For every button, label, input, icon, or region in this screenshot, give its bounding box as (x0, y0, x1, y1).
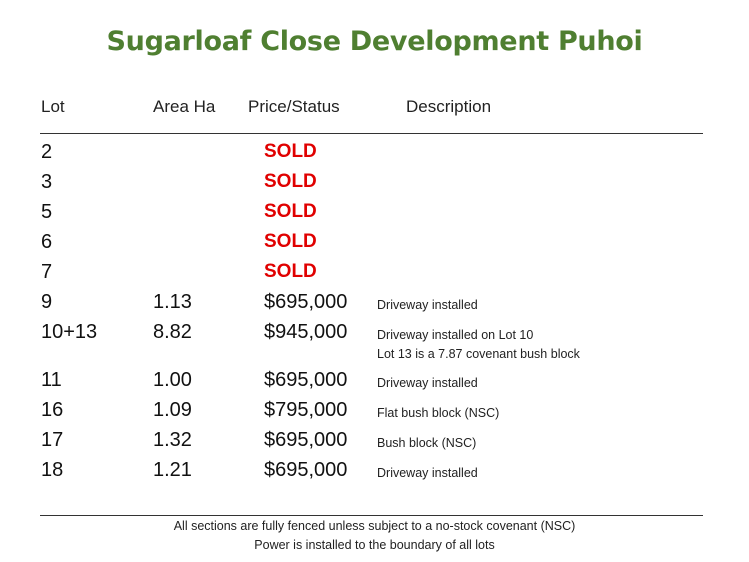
lot-price: $695,000 (264, 369, 348, 391)
lot-number: 6 (41, 231, 53, 253)
lot-status-sold: SOLD (264, 261, 317, 282)
lot-price: $695,000 (264, 429, 348, 451)
lot-number: 16 (41, 399, 64, 421)
footer-note-power: Power is installed to the boundary of al… (254, 538, 495, 552)
footer-note-fencing: All sections are fully fenced unless sub… (173, 519, 576, 533)
lot-price: $945,000 (264, 321, 348, 343)
lot-description: Bush block (NSC) (377, 436, 477, 450)
lot-status-sold: SOLD (264, 171, 317, 192)
lot-description: Flat bush block (NSC) (377, 406, 500, 420)
header-lot: Lot (41, 97, 65, 116)
lot-number: 5 (41, 201, 53, 223)
lot-area: 1.32 (153, 429, 192, 451)
header-area: Area Ha (153, 97, 216, 116)
lot-status-sold: SOLD (264, 201, 317, 222)
lot-price: $695,000 (264, 459, 348, 481)
lot-description: Driveway installed (377, 466, 478, 480)
lot-price: $695,000 (264, 291, 348, 313)
lot-area: 1.13 (153, 291, 192, 313)
lot-number: 10+13 (41, 321, 98, 343)
lot-number: 18 (41, 459, 64, 481)
lot-number: 17 (41, 429, 64, 451)
lot-number: 7 (41, 261, 53, 283)
page-title: Sugarloaf Close Development Puhoi (106, 26, 643, 57)
lot-description: Driveway installed on Lot 10 (377, 328, 534, 342)
header-divider (40, 133, 703, 134)
lot-area: 1.09 (153, 399, 192, 421)
lot-description: Driveway installed (377, 298, 478, 312)
lot-number: 2 (41, 141, 53, 163)
lot-description-extra: Lot 13 is a 7.87 covenant bush block (377, 347, 580, 361)
lot-area: 1.00 (153, 369, 192, 391)
lot-status-sold: SOLD (264, 231, 317, 252)
lot-number: 9 (41, 291, 53, 313)
lot-area: 1.21 (153, 459, 192, 481)
header-price-status: Price/Status (248, 97, 340, 116)
lot-price: $795,000 (264, 399, 348, 421)
lot-number: 3 (41, 171, 53, 193)
lot-description: Driveway installed (377, 376, 478, 390)
lot-status-sold: SOLD (264, 141, 317, 162)
header-description: Description (406, 97, 492, 116)
lot-number: 11 (41, 369, 62, 391)
footer-divider (40, 515, 703, 516)
lot-area: 8.82 (153, 321, 192, 343)
